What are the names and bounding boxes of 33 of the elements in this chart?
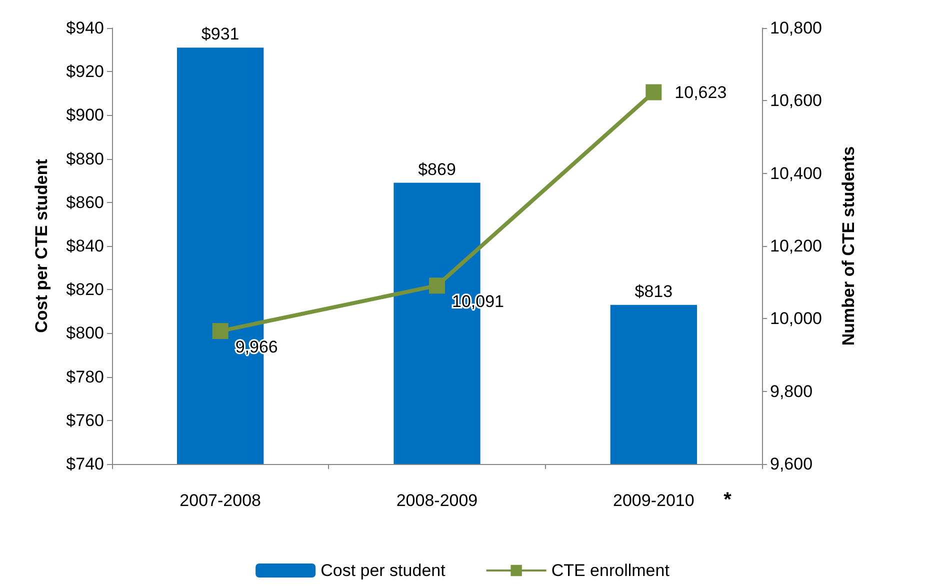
y2-tick-label: 10,000: [770, 309, 822, 328]
data-label: 10,623: [674, 82, 727, 102]
y-tick-label: $920: [66, 62, 104, 82]
data-label: $869: [418, 160, 456, 179]
y-tick-label: $820: [66, 280, 104, 300]
y2-axis-title: Number of CTE students: [839, 146, 858, 346]
y-tick-label: $780: [66, 367, 104, 386]
data-label: $931: [201, 24, 240, 44]
y-tick-label: $740: [66, 454, 104, 474]
y-tick-label: $900: [66, 106, 104, 125]
y2-tick-label: 10,600: [770, 91, 822, 110]
y2-tick-label: 10,800: [770, 18, 822, 38]
x-tick-label: 2008-2009: [396, 491, 478, 510]
legend-label: Cost per student: [320, 561, 446, 580]
point: [212, 323, 228, 340]
data-label: $813: [634, 282, 673, 301]
y2-tick-label: 10,400: [770, 164, 822, 183]
y-tick-label: $800: [66, 324, 104, 343]
y2-tick-label: 10,200: [770, 236, 822, 256]
y-tick-label: $840: [66, 236, 104, 256]
x-tick-label: 2007-2008: [180, 491, 261, 510]
y2-tick-label: 9,600: [770, 454, 813, 474]
y-tick-label: $760: [66, 410, 104, 430]
point: [646, 84, 662, 100]
x-tick-label: 2009-2010: [613, 491, 694, 510]
y-axis-title: Cost per CTE student: [32, 158, 51, 333]
y-tick-label: $860: [66, 192, 104, 212]
point: [429, 278, 445, 294]
text: *: [724, 489, 732, 511]
y-tick-label: $940: [66, 18, 104, 38]
y-tick-label: $880: [66, 149, 104, 168]
legend-label: CTE enrollment: [551, 561, 670, 580]
y2-tick-label: 9,800: [770, 382, 813, 401]
